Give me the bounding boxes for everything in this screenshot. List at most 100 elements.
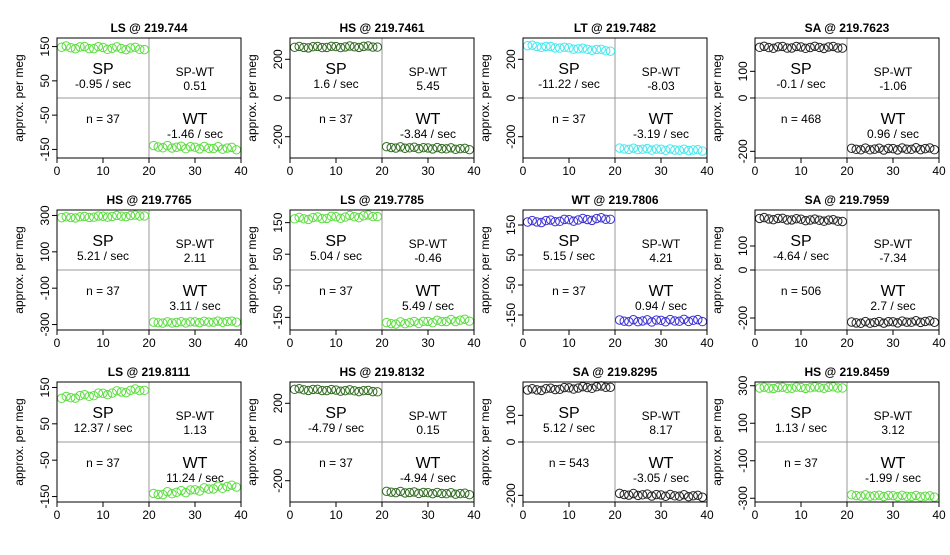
y-axis-label: approx. per meg: [478, 398, 492, 485]
data-point: [294, 41, 304, 52]
data-point: [331, 385, 341, 395]
x-tick-label: 20: [142, 164, 156, 178]
data-point: [768, 383, 779, 394]
data-point: [181, 144, 191, 154]
x-tick-label: 30: [188, 508, 202, 522]
data-point: [294, 383, 304, 394]
data-point: [906, 317, 917, 327]
data-point: [550, 216, 560, 227]
data-point: [773, 382, 783, 393]
y-axis-label: approx. per meg: [245, 398, 259, 485]
data-point: [418, 487, 429, 498]
data-point: [303, 43, 314, 53]
n-label: n = 37: [552, 284, 586, 298]
data-point: [892, 491, 903, 502]
spwt-value: 0.51: [183, 79, 207, 93]
data-point: [66, 43, 76, 53]
y-tick-label: 200: [504, 49, 518, 69]
data-point: [846, 143, 857, 154]
data-point: [591, 382, 602, 392]
spwt-value: -8.03: [647, 79, 675, 93]
data-point: [455, 315, 465, 325]
data-point: [637, 144, 648, 154]
wt-label: WT: [183, 283, 208, 300]
data-point: [670, 145, 680, 155]
data-point: [199, 483, 209, 493]
data-point: [693, 144, 703, 155]
data-point: [185, 485, 196, 495]
data-point: [837, 43, 848, 53]
wt-rate: -3.84 / sec: [400, 127, 456, 141]
wt-rate: -3.19 / sec: [633, 127, 689, 141]
data-point: [391, 143, 401, 153]
panel-11: SA @ 219.8295 SP5.12 / sec SP-WT8.17 n = 54…: [478, 365, 714, 522]
data-point: [828, 382, 838, 392]
spwt-value: 1.13: [183, 423, 207, 437]
data-point: [79, 41, 90, 52]
sp-label: SP: [790, 405, 811, 422]
y-axis-label: approx. per meg: [245, 54, 259, 141]
panel-title: LS @ 219.7785: [340, 193, 424, 207]
y-tick-label: -200: [736, 139, 750, 163]
data-point: [135, 44, 145, 55]
data-point: [107, 211, 117, 222]
data-point: [624, 144, 634, 155]
data-point: [194, 317, 205, 328]
data-point: [892, 318, 903, 328]
data-point: [614, 488, 625, 499]
x-tick-label: 40: [234, 164, 248, 178]
data-point: [833, 216, 843, 226]
data-point: [130, 210, 140, 220]
data-point: [135, 211, 145, 221]
data-point: [135, 385, 145, 396]
data-point: [920, 316, 930, 327]
y-tick-label: 50: [271, 247, 285, 261]
data-point: [121, 44, 131, 55]
data-point: [879, 145, 889, 155]
data-point: [628, 488, 639, 499]
data-point: [527, 215, 537, 226]
data-point: [460, 314, 470, 324]
data-point: [450, 316, 461, 327]
panel-3: LT @ 219.7482 SP-11.22 / sec SP-WT-8.03 n =…: [478, 21, 714, 178]
n-label: n = 506: [781, 284, 822, 298]
sp-label: SP: [325, 233, 346, 250]
data-point: [773, 213, 783, 224]
y-tick-label: -50: [271, 277, 285, 295]
y-tick-label: 100: [504, 405, 518, 425]
data-point: [888, 490, 898, 501]
data-point: [642, 143, 652, 154]
data-point: [810, 214, 820, 224]
data-point: [171, 487, 182, 497]
data-point: [414, 144, 424, 154]
data-point: [605, 214, 616, 224]
x-tick-label: 0: [287, 336, 294, 350]
y-tick-label: -200: [504, 483, 518, 507]
data-point: [222, 143, 232, 153]
data-point: [897, 316, 907, 326]
panel-5: HS @ 219.7765 SP5.21 / sec SP-WT2.11 n = 37…: [12, 193, 248, 350]
y-tick-label: 50: [38, 417, 52, 431]
data-point: [358, 385, 369, 396]
data-point: [814, 215, 825, 225]
x-tick-label: 20: [375, 164, 389, 178]
data-point: [213, 141, 223, 152]
data-point: [897, 143, 907, 153]
data-point: [582, 214, 593, 225]
data-point: [372, 387, 383, 397]
spwt-value: -0.46: [414, 251, 442, 265]
data-point: [846, 317, 857, 327]
x-tick-label: 0: [520, 336, 527, 350]
sp-label: SP: [558, 405, 579, 422]
panel-12: HS @ 219.8459 SP1.13 / sec SP-WT3.12 n = 37…: [710, 365, 946, 522]
data-point: [532, 217, 542, 227]
panel-title: SA @ 219.7623: [805, 21, 890, 35]
data-point: [400, 143, 410, 153]
data-point: [368, 386, 378, 397]
y-axis-label: approx. per meg: [478, 226, 492, 313]
data-point: [874, 143, 884, 153]
x-tick-label: 20: [840, 508, 854, 522]
x-tick-label: 40: [700, 164, 714, 178]
wt-label: WT: [649, 111, 674, 128]
data-point: [911, 316, 921, 326]
